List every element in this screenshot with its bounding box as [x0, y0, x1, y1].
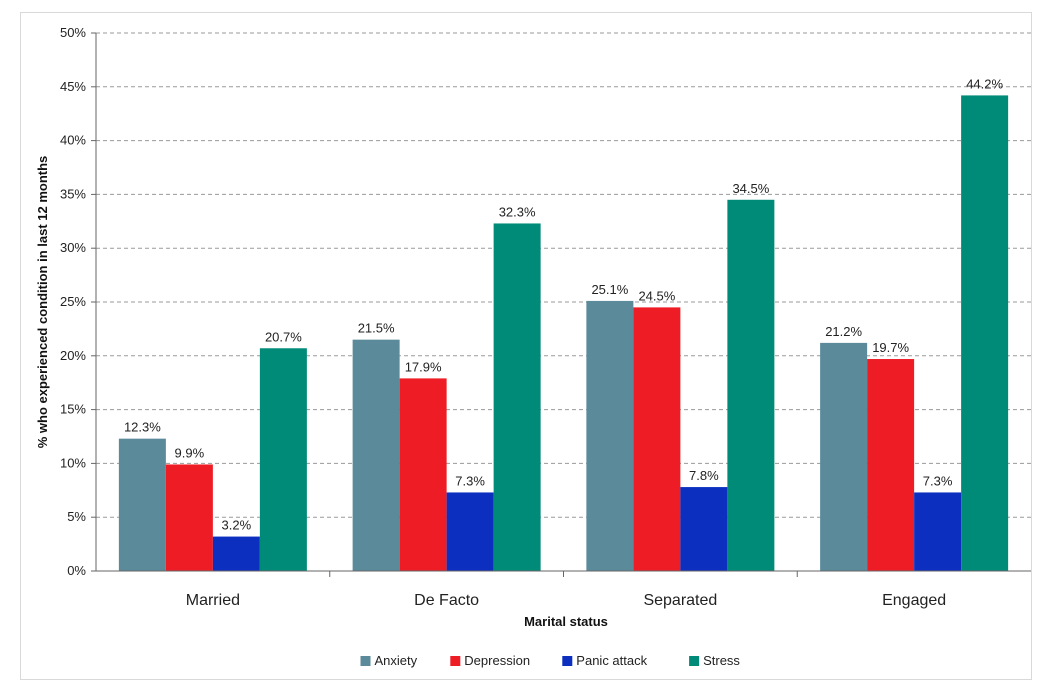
data-label: 21.2% [825, 324, 862, 339]
data-label: 7.8% [689, 468, 719, 483]
legend-label: Depression [464, 653, 530, 668]
axes [91, 32, 1031, 577]
data-label: 25.1% [591, 282, 628, 297]
legend-swatch [562, 656, 573, 666]
bar-stress [961, 95, 1009, 572]
x-category-label: Separated [643, 592, 717, 609]
data-labels: 12.3% 9.9% 3.2% 20.7% 21.5% 17.9% 7.3% 32.3% 25.… [124, 76, 1004, 532]
x-category-label: Engaged [882, 592, 946, 609]
legend-swatch [689, 656, 700, 666]
data-label: 3.2% [222, 518, 252, 533]
bar-stress [493, 223, 541, 571]
y-axis-title: % who experienced condition in last 12 m… [35, 156, 50, 449]
bar-anxiety [352, 339, 400, 571]
bar-panic-attack [914, 492, 962, 571]
y-tick-labels: 0% 5% 10% 15% 20% 25% 30% 35% 40% 45% 50% [60, 25, 86, 578]
bar-panic-attack [446, 492, 494, 571]
y-tick-label: 20% [60, 348, 86, 363]
y-tick-label: 50% [60, 25, 86, 40]
data-label: 17.9% [405, 359, 442, 374]
x-category-label: De Facto [414, 592, 479, 609]
bar-depression [633, 307, 681, 571]
bar-stress [259, 348, 307, 571]
legend-label: Anxiety [375, 653, 418, 668]
legend-swatch [450, 656, 461, 666]
data-label: 7.3% [455, 473, 485, 488]
bar-anxiety [586, 300, 634, 571]
data-label: 7.3% [923, 473, 953, 488]
data-label: 20.7% [265, 329, 302, 344]
y-tick-label: 5% [67, 509, 86, 524]
bar-anxiety [118, 438, 166, 571]
y-tick-label: 45% [60, 79, 86, 94]
bar-depression [867, 359, 915, 571]
y-tick-label: 25% [60, 294, 86, 309]
data-label: 19.7% [872, 340, 909, 355]
y-tick-label: 30% [60, 240, 86, 255]
bar-panic-attack [680, 487, 728, 571]
y-tick-label: 0% [67, 563, 86, 578]
bars [118, 95, 1009, 572]
y-tick-label: 40% [60, 133, 86, 148]
bar-panic-attack [212, 536, 260, 571]
data-label: 21.5% [358, 321, 395, 336]
y-tick-label: 35% [60, 186, 86, 201]
x-category-labels: Married De Facto Separated Engaged [186, 592, 946, 609]
data-label: 12.3% [124, 420, 161, 435]
legend-label: Stress [703, 653, 740, 668]
data-label: 34.5% [732, 181, 769, 196]
chart-frame [20, 12, 1032, 680]
bar-depression [399, 378, 447, 571]
data-label: 32.3% [499, 204, 536, 219]
bar-stress [727, 199, 775, 571]
legend-swatch [360, 656, 371, 666]
bar-anxiety [820, 342, 868, 571]
data-label: 24.5% [638, 288, 675, 303]
legend-label: Panic attack [576, 653, 647, 668]
y-tick-label: 10% [60, 455, 86, 470]
data-label: 9.9% [175, 445, 205, 460]
bar-depression [165, 464, 213, 571]
data-label: 44.2% [966, 76, 1003, 91]
x-category-label: Married [186, 592, 240, 609]
y-tick-label: 15% [60, 402, 86, 417]
x-axis-title: Marital status [524, 614, 608, 629]
legend: Anxiety Depression Panic attack Stress [360, 653, 740, 668]
